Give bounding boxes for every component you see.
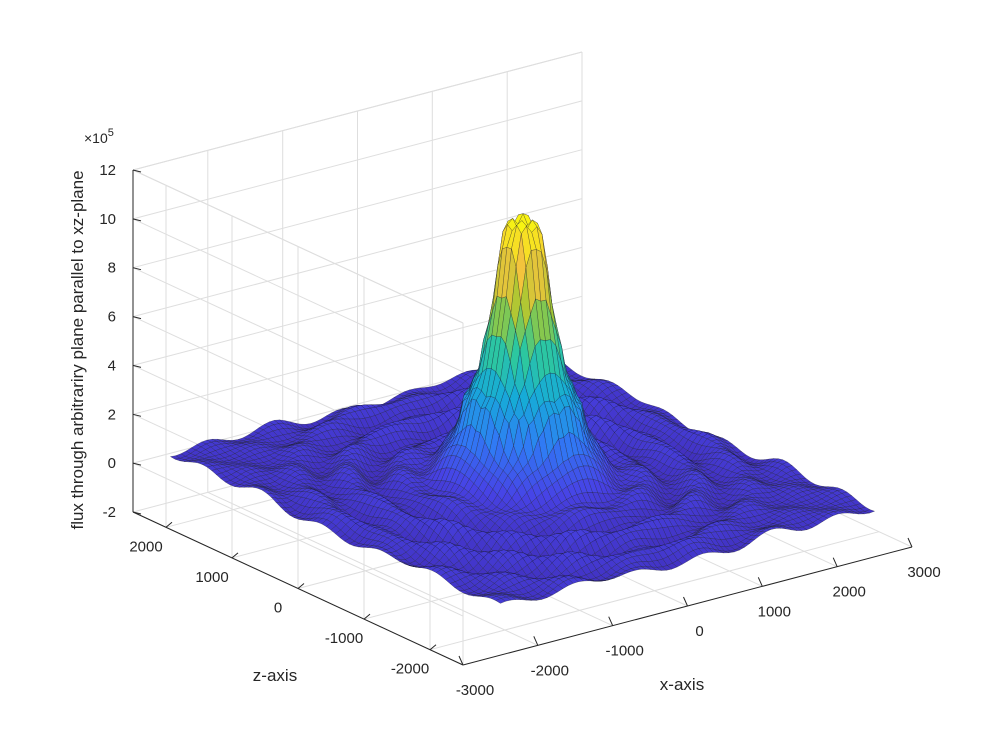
right-wall-gridline-h — [132, 100, 583, 220]
left-wall-gridline-h — [132, 218, 464, 373]
wall-top-edge — [132, 51, 583, 171]
right-wall-gridline-h — [132, 149, 583, 269]
left-wall-gridline-h — [132, 462, 464, 617]
surface-mesh — [169, 213, 876, 604]
floor-gridline-z — [429, 531, 880, 651]
wall-top-edge — [132, 169, 464, 324]
right-wall-gridline-h — [132, 198, 583, 318]
